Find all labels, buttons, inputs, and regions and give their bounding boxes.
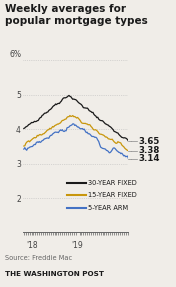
Text: 15-YEAR FIXED: 15-YEAR FIXED	[88, 193, 137, 198]
Text: 3.65: 3.65	[138, 137, 159, 146]
Text: 5-YEAR ARM: 5-YEAR ARM	[88, 205, 128, 210]
Text: Source: Freddie Mac: Source: Freddie Mac	[5, 255, 72, 261]
Text: THE WASHINGTON POST: THE WASHINGTON POST	[5, 271, 104, 277]
Text: 3.38: 3.38	[138, 146, 159, 155]
Text: Weekly averages for
popular mortgage types: Weekly averages for popular mortgage typ…	[5, 4, 148, 26]
Text: 3.14: 3.14	[138, 154, 160, 163]
Text: 30-YEAR FIXED: 30-YEAR FIXED	[88, 181, 137, 186]
Text: 6%: 6%	[9, 50, 21, 59]
